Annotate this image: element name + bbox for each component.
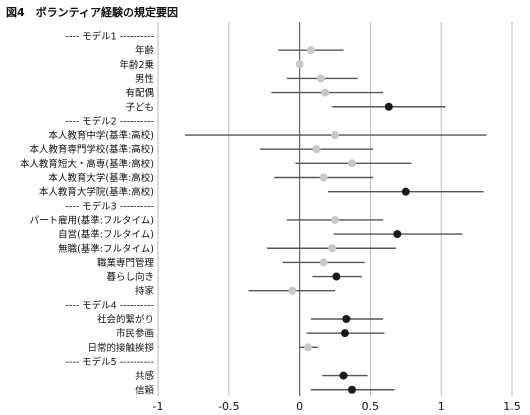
significant-point xyxy=(393,230,402,239)
variable-label: 年齢2乗 xyxy=(119,59,154,71)
model-header: ---- モデル5 ---------- xyxy=(65,356,154,368)
variable-label: 市民参画 xyxy=(116,328,154,340)
significant-point xyxy=(340,329,349,338)
variable-label: 持家 xyxy=(135,285,155,297)
x-tick-label: -0.5 xyxy=(218,400,239,413)
x-tick-label: 0.5 xyxy=(362,400,380,413)
variable-label: 有配偶 xyxy=(125,87,154,99)
variable-label: 信頼 xyxy=(135,384,155,396)
nonsignificant-point xyxy=(295,60,304,69)
variable-label: 自営(基準:フルタイム) xyxy=(58,229,154,241)
variable-label: 暮らし向き xyxy=(106,271,154,283)
nonsignificant-point xyxy=(316,74,325,83)
variable-label: パート雇用(基準:フルタイム) xyxy=(30,214,154,226)
nonsignificant-point xyxy=(321,88,330,97)
significant-point xyxy=(384,102,393,111)
variable-label: 共感 xyxy=(135,370,155,382)
x-axis: -1 -0.5 0 0.5 1 1.5 xyxy=(153,400,521,413)
nonsignificant-point xyxy=(347,159,356,168)
point-estimates xyxy=(288,46,410,394)
nonsignificant-point xyxy=(331,215,339,224)
nonsignificant-point xyxy=(331,131,339,140)
nonsignificant-point xyxy=(312,145,321,154)
chart-title: 図4 ボランティア経験の規定要因 xyxy=(6,6,178,19)
x-tick-label: -1 xyxy=(153,400,164,413)
model-header: ---- モデル4 ---------- xyxy=(65,299,154,311)
variable-label: 男性 xyxy=(135,73,155,85)
x-tick-label: 1 xyxy=(438,400,445,413)
variable-label: 職業専門管理 xyxy=(97,257,155,269)
x-tick-label: 1.5 xyxy=(503,400,521,413)
significant-point xyxy=(339,371,348,380)
nonsignificant-point xyxy=(319,173,328,182)
variable-label: 日常的接触挨拶 xyxy=(87,342,154,354)
significant-point xyxy=(347,385,356,394)
nonsignificant-point xyxy=(288,286,297,295)
variable-label: 本人教育大学院(基準:高校) xyxy=(39,186,154,198)
variable-label: 本人教育中学(基準:高校) xyxy=(48,130,154,142)
model-header: ---- モデル3 ---------- xyxy=(65,200,154,212)
significant-point xyxy=(332,272,341,281)
variable-label: 社会的繋がり xyxy=(97,314,154,326)
significant-point xyxy=(401,187,410,196)
nonsignificant-point xyxy=(328,244,337,253)
variable-label: 本人教育短大・高専(基準:高校) xyxy=(20,158,154,170)
variable-label: 本人教育大学(基準:高校) xyxy=(48,172,154,184)
variable-label: 本人教育専門学校(基準:高校) xyxy=(29,144,154,156)
nonsignificant-point xyxy=(304,343,313,352)
variable-label: 無職(基準:フルタイム) xyxy=(58,243,154,255)
model-header: ---- モデル1 ---------- xyxy=(65,31,154,43)
model-header: ---- モデル2 ---------- xyxy=(65,115,154,127)
nonsignificant-point xyxy=(306,46,315,55)
significant-point xyxy=(342,315,351,323)
nonsignificant-point xyxy=(319,258,328,267)
variable-label: 子ども xyxy=(125,102,154,113)
x-tick-label: 0 xyxy=(296,400,303,413)
variable-label: 年齢 xyxy=(135,45,155,57)
